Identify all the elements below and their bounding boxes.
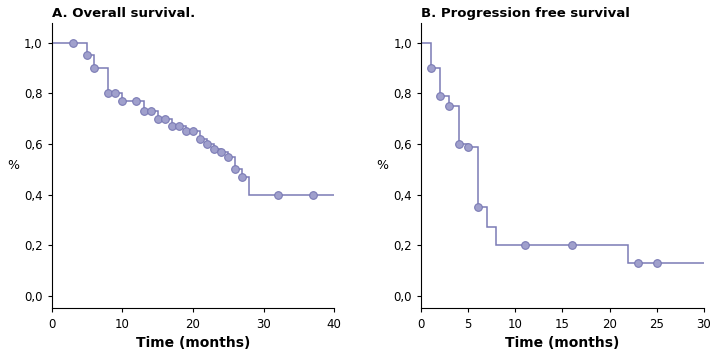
Y-axis label: %: % bbox=[7, 159, 19, 172]
Text: B. Progression free survival: B. Progression free survival bbox=[421, 7, 630, 20]
X-axis label: Time (months): Time (months) bbox=[505, 336, 620, 350]
X-axis label: Time (months): Time (months) bbox=[136, 336, 250, 350]
Text: A. Overall survival.: A. Overall survival. bbox=[52, 7, 195, 20]
Y-axis label: %: % bbox=[376, 159, 388, 172]
